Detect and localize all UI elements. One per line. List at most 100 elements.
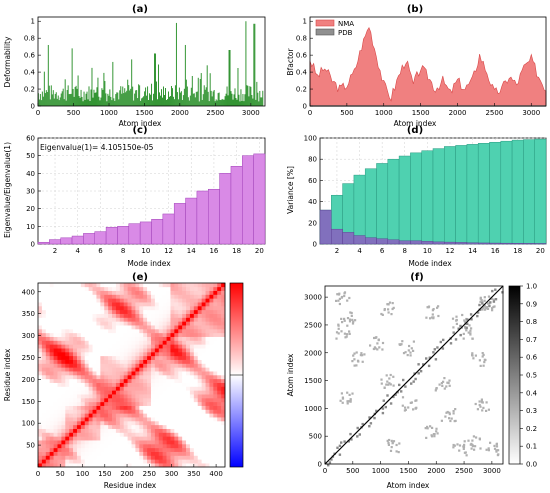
correlation-cell xyxy=(53,313,58,318)
correlation-cell xyxy=(41,413,47,418)
contact-patch xyxy=(392,375,395,378)
correlation-cell xyxy=(76,371,82,376)
correlation-cell xyxy=(57,394,62,399)
contact-patch xyxy=(465,454,468,457)
correlation-cell xyxy=(166,317,171,322)
correlation-cell xyxy=(205,421,210,426)
contact-patch xyxy=(455,318,458,322)
correlation-cell xyxy=(150,394,156,399)
panel-f-ytick-label: 2000 xyxy=(304,349,322,357)
contact-patch xyxy=(373,336,376,340)
correlation-cell xyxy=(178,375,183,380)
correlation-cell xyxy=(209,355,214,360)
correlation-cell xyxy=(197,421,202,426)
contact-patch xyxy=(392,440,396,443)
correlation-cell xyxy=(139,432,144,437)
contact-patch xyxy=(483,361,486,364)
correlation-cell xyxy=(104,290,109,295)
panel-d-xtick-label: 4 xyxy=(357,247,362,255)
correlation-cell xyxy=(45,302,50,307)
correlation-cell xyxy=(84,463,89,468)
correlation-cell xyxy=(139,394,144,399)
correlation-cell xyxy=(112,432,117,437)
contact-patch xyxy=(387,303,390,306)
correlation-cell xyxy=(147,283,152,288)
correlation-cell xyxy=(69,313,74,318)
correlation-cell xyxy=(135,405,140,410)
correlation-cell xyxy=(193,398,199,403)
correlation-cell xyxy=(158,321,163,326)
correlation-cell xyxy=(135,378,140,383)
correlation-cell xyxy=(49,436,54,441)
correlation-cell xyxy=(61,417,66,422)
correlation-cell xyxy=(123,294,128,299)
correlation-cell xyxy=(115,421,121,426)
correlation-cell xyxy=(135,463,140,468)
correlation-cell xyxy=(186,463,191,468)
correlation-cell xyxy=(69,405,74,410)
contact-patch xyxy=(398,442,401,445)
correlation-cell xyxy=(73,401,78,406)
correlation-cell xyxy=(84,302,89,307)
correlation-cell xyxy=(154,283,160,288)
contact-patch xyxy=(470,447,473,450)
correlation-cell xyxy=(193,455,199,460)
individual-variance-bar xyxy=(319,209,332,245)
contact-near-diagonal xyxy=(422,363,425,366)
correlation-cell xyxy=(135,401,140,406)
correlation-cell xyxy=(104,340,109,345)
correlation-cell xyxy=(88,375,93,380)
contact-near-diagonal xyxy=(439,340,442,344)
contact-patch xyxy=(388,377,391,380)
contact-patch xyxy=(374,347,377,350)
contact-patch xyxy=(484,358,487,362)
correlation-cell xyxy=(197,283,202,288)
eigenvalue-bar xyxy=(196,190,209,245)
correlation-cell xyxy=(65,302,70,307)
correlation-cell xyxy=(84,317,89,322)
correlation-cell xyxy=(178,306,183,311)
correlation-cell xyxy=(49,355,54,360)
correlation-cell xyxy=(221,321,226,326)
correlation-cell xyxy=(197,302,202,307)
correlation-cell xyxy=(96,313,101,318)
correlation-cell xyxy=(213,398,218,403)
contact-patch xyxy=(346,333,349,336)
correlation-cell xyxy=(131,306,136,311)
panel-c-xtick-label: 14 xyxy=(187,247,196,255)
correlation-cell xyxy=(84,417,89,422)
correlation-cell xyxy=(170,386,175,391)
contact-patch xyxy=(485,401,488,404)
correlation-cell xyxy=(96,286,101,291)
correlation-cell xyxy=(162,363,167,368)
correlation-cell xyxy=(61,309,66,314)
correlation-cell xyxy=(53,390,58,395)
correlation-cell xyxy=(197,417,202,422)
correlation-cell xyxy=(135,451,140,456)
correlation-cell xyxy=(88,421,93,426)
correlation-cell xyxy=(143,313,148,318)
correlation-cell xyxy=(189,344,195,349)
correlation-cell xyxy=(127,286,132,291)
correlation-cell xyxy=(80,290,86,295)
contact-patch xyxy=(337,327,340,330)
correlation-cell xyxy=(123,340,128,345)
correlation-cell xyxy=(182,290,187,295)
correlation-cell xyxy=(69,428,74,433)
correlation-cell xyxy=(158,398,163,403)
correlation-cell xyxy=(162,371,167,376)
correlation-cell xyxy=(57,325,62,330)
correlation-cell xyxy=(182,355,187,360)
correlation-cell xyxy=(147,375,152,380)
correlation-cell xyxy=(73,283,78,288)
panel-c-ytick-label: 10 xyxy=(26,223,35,231)
correlation-cell xyxy=(112,336,117,341)
correlation-cell xyxy=(189,355,195,360)
correlation-cell xyxy=(73,444,78,449)
correlation-cell xyxy=(65,352,70,357)
correlation-cell xyxy=(143,455,148,460)
correlation-cell xyxy=(41,447,47,452)
correlation-cell xyxy=(139,382,144,387)
correlation-cell xyxy=(127,306,132,311)
contact-patch xyxy=(335,337,338,340)
